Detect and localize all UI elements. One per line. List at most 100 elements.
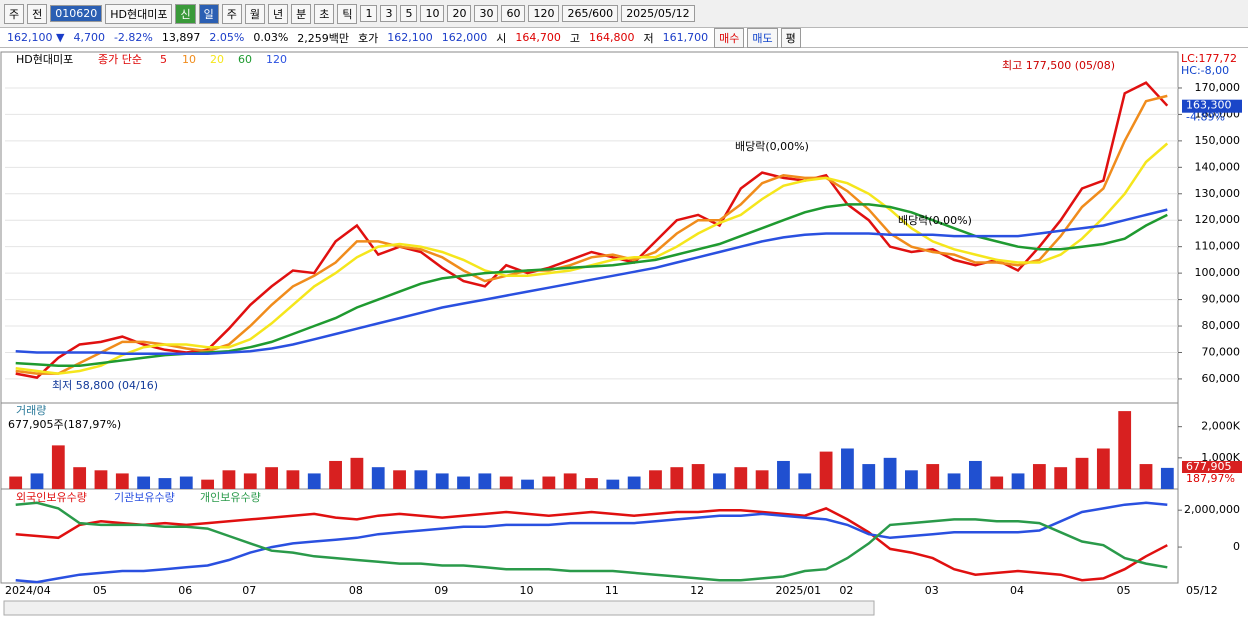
period-button[interactable]: 월	[244, 3, 265, 24]
line-series	[15, 507, 1168, 582]
quote-item: 162,000	[441, 31, 488, 44]
chart: 60,000 70,000 80,000 90,000 100,000 110,000 12…	[0, 51, 1242, 616]
volume-bar	[1096, 448, 1110, 489]
volume-bar	[777, 460, 790, 489]
volume-bar	[499, 476, 513, 489]
period-button[interactable]: 분	[291, 3, 312, 24]
volume-bar	[73, 467, 87, 489]
volume-bar	[94, 470, 108, 489]
interval-button[interactable]: 10	[420, 5, 445, 22]
period-button[interactable]: 일	[198, 3, 219, 24]
trade-button[interactable]: 매도	[747, 27, 778, 48]
line-series	[15, 501, 1168, 582]
panel	[0, 402, 1179, 490]
line-series	[15, 142, 1169, 375]
x-tick-label: 07	[242, 584, 256, 597]
volume-bar	[115, 473, 129, 489]
volume-bar	[9, 476, 23, 489]
interval-button[interactable]: 30	[474, 5, 499, 22]
period-button[interactable]: 년	[267, 3, 289, 24]
legend-entry: 5	[160, 53, 167, 66]
quote-item: 161,700	[662, 31, 709, 44]
volume-bar	[158, 478, 172, 489]
volume-bar	[563, 473, 577, 489]
volume-bar	[393, 470, 406, 489]
annotation: 배당락(0,00%)	[735, 140, 809, 153]
y-tick-label: 70,000	[1202, 345, 1241, 358]
volume-bar	[1032, 464, 1046, 489]
legend-entry: 개인보유수량	[200, 491, 261, 504]
volume-bar	[691, 464, 705, 489]
volume-bar	[329, 460, 342, 489]
x-tick-label: 04	[1010, 584, 1024, 597]
y-tick-label: 120,000	[1195, 213, 1241, 226]
period-button[interactable]: 초	[314, 3, 335, 24]
stock-name[interactable]: HD현대미포	[105, 3, 173, 24]
x-tick-label: 06	[178, 584, 192, 597]
trade-button[interactable]: 매수	[714, 27, 745, 48]
volume-bar	[798, 473, 812, 489]
volume-bar	[990, 476, 1004, 489]
interval-button[interactable]: 20	[447, 5, 472, 22]
y-tick-label: 0	[1233, 540, 1240, 553]
interval-button[interactable]: 5	[400, 5, 418, 22]
volume-bar	[478, 473, 492, 489]
x-tick-label: 11	[605, 584, 619, 597]
panel-title: 거래량	[16, 404, 46, 417]
volume-bar	[521, 479, 534, 489]
annotation: 최고 177,500 (05/08)	[1002, 59, 1115, 72]
period-button[interactable]: 틱	[337, 3, 358, 24]
volume-bar	[883, 457, 897, 489]
interval-button[interactable]: 1	[360, 5, 378, 22]
quote-item: 저	[643, 31, 654, 45]
quote-item: 162,100 ▼	[7, 31, 65, 44]
volume-bar	[926, 464, 940, 489]
x-tick-label: 03	[925, 584, 939, 597]
volume-bar	[1011, 473, 1025, 489]
volume-bar	[435, 473, 449, 489]
volume-bar	[606, 479, 620, 489]
period-button[interactable]: 주	[221, 3, 242, 24]
date[interactable]: 2025/05/12	[621, 5, 695, 22]
volume-bar	[201, 479, 215, 489]
volume-bar	[841, 448, 854, 489]
volume-bar	[734, 467, 748, 489]
volume-bar	[286, 470, 300, 489]
y-tick-label: 110,000	[1195, 240, 1241, 253]
x-tick-label: 08	[349, 584, 363, 597]
last-volume: 677,905	[1186, 460, 1232, 473]
y-tick-label: 170,000	[1195, 81, 1241, 94]
quote-item: 13,897	[161, 31, 201, 44]
toolbar-button[interactable]: 주	[4, 3, 25, 24]
toolbar-button[interactable]: 전	[27, 3, 48, 24]
y-tick-label: 1,000K	[1201, 451, 1240, 464]
line-series	[15, 208, 1168, 356]
x-tick-label: 2024/04	[5, 584, 51, 597]
volume-bar	[1075, 457, 1089, 489]
legend-entry: 10	[182, 53, 196, 66]
interval-button[interactable]: 3	[380, 5, 398, 22]
interval-button[interactable]: 120	[528, 5, 560, 22]
last-volume-box	[1182, 461, 1242, 473]
y-tick-label: 100,000	[1195, 266, 1241, 279]
legend-entry: 기관보유수량	[114, 491, 175, 504]
count[interactable]: 265/600	[562, 5, 619, 22]
stock-code[interactable]: 010620	[50, 5, 103, 22]
quote-item: 162,100	[387, 31, 433, 44]
trade-button[interactable]: 평	[780, 27, 801, 48]
interval-button[interactable]: 60	[501, 5, 526, 22]
right-label: LC:177,72	[1181, 52, 1237, 65]
quote-item: 4,700	[73, 31, 105, 44]
volume-bar	[1118, 411, 1132, 489]
volume-bar	[350, 457, 364, 489]
x-end-label: 05/12	[1186, 584, 1218, 597]
x-tick-label: 2025/01	[775, 584, 821, 597]
y-tick-label: 130,000	[1195, 187, 1241, 200]
volume-bar	[414, 470, 428, 489]
x-tick-label: 05	[1117, 584, 1131, 597]
right-label: HC:-8,00	[1181, 64, 1229, 77]
scrollbar	[3, 600, 875, 616]
volume-bar	[649, 470, 662, 489]
line-series	[15, 81, 1169, 379]
